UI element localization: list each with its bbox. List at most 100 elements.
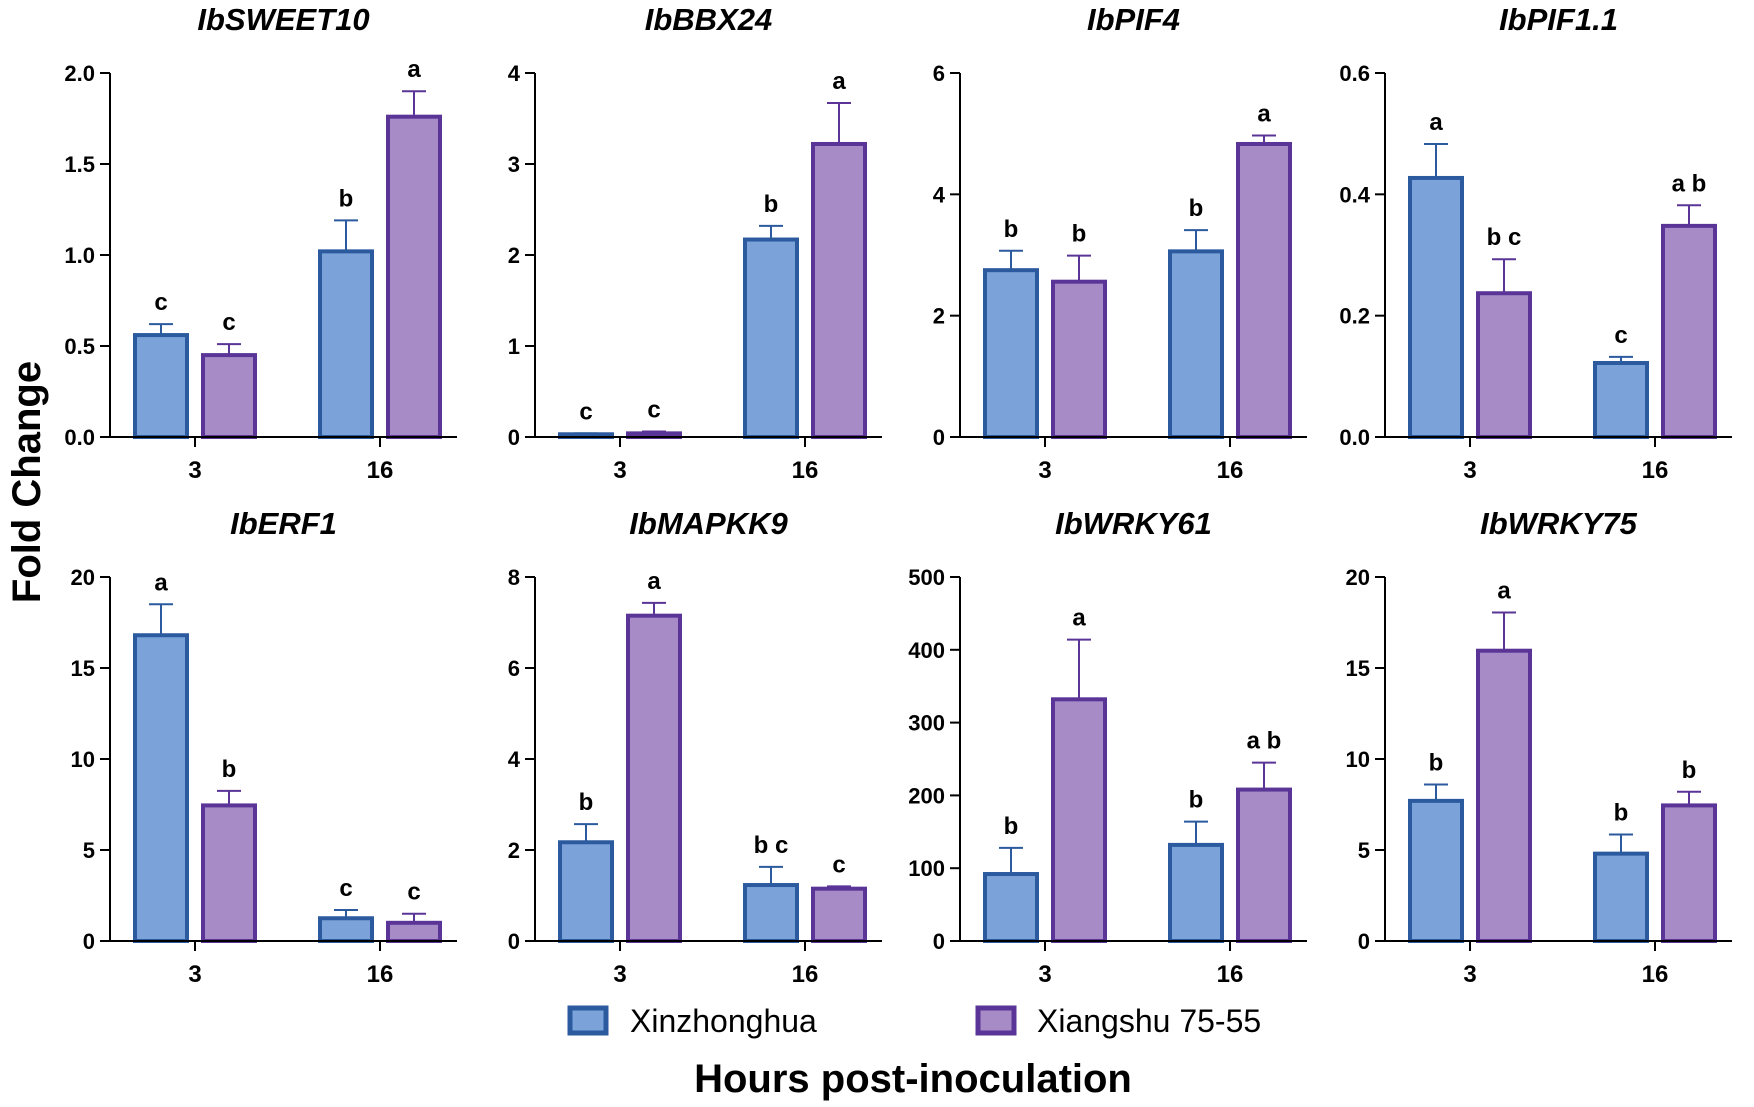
y-tick-label: 1.0	[64, 243, 95, 268]
significance-letter: a	[407, 56, 421, 83]
bar	[983, 268, 1039, 439]
bar	[1168, 249, 1224, 439]
bar	[133, 333, 189, 439]
significance-letter: c	[154, 289, 167, 316]
legend-swatch-xiangshu	[975, 1005, 1017, 1036]
bar	[1051, 697, 1107, 944]
x-tick-label: 16	[1642, 457, 1669, 484]
y-tick-label: 0.0	[64, 425, 95, 450]
bar	[558, 840, 614, 944]
y-tick-label: 3	[508, 152, 520, 177]
y-tick-label: 0	[933, 425, 945, 450]
significance-letter: a b	[1672, 170, 1707, 197]
panel-title: IbERF1	[230, 506, 337, 541]
significance-letter: c	[832, 851, 845, 878]
significance-letter: b	[339, 185, 354, 212]
bar	[386, 920, 442, 943]
y-tick-label: 0	[933, 929, 945, 954]
bar	[1593, 360, 1649, 439]
x-tick-label: 3	[188, 457, 201, 484]
significance-letter: c	[407, 879, 420, 906]
bar	[201, 803, 257, 943]
x-tick-label: 16	[1642, 961, 1669, 988]
bar	[1476, 648, 1532, 944]
bar	[1661, 223, 1717, 439]
y-tick-label: 400	[908, 638, 945, 663]
significance-letter: c	[1614, 322, 1627, 349]
bar	[811, 141, 867, 439]
bar	[983, 872, 1039, 943]
y-tick-label: 0	[508, 425, 520, 450]
x-tick-label: 16	[367, 457, 394, 484]
legend: Xinzhonghua Xiangshu 75-55	[567, 1003, 1261, 1039]
significance-letter: c	[339, 875, 352, 902]
y-tick-label: 10	[71, 747, 95, 772]
significance-letter: b	[1189, 787, 1204, 814]
significance-letter: b	[1004, 813, 1019, 840]
significance-letter: a	[154, 569, 168, 596]
significance-letter: b c	[1487, 224, 1522, 251]
y-tick-label: 300	[908, 711, 945, 736]
bar	[1236, 787, 1292, 943]
y-tick-label: 5	[83, 838, 95, 863]
significance-letter: b	[1429, 749, 1444, 776]
bar	[1476, 291, 1532, 439]
bar	[1236, 141, 1292, 439]
panel-ibsweet10: IbSWEET10 c b c a 0.0 0.5 1.0 1.5 2.0 3 16	[64, 2, 457, 484]
panel-title: IbWRKY61	[1055, 506, 1212, 541]
y-tick-label: 10	[1346, 747, 1370, 772]
bar	[318, 916, 374, 943]
significance-letter: b	[764, 191, 779, 218]
significance-letter: b	[1072, 221, 1087, 248]
panel-title: IbPIF4	[1087, 2, 1180, 37]
y-tick-label: 1	[508, 334, 520, 359]
significance-letter: a	[1257, 100, 1271, 127]
bar	[318, 249, 374, 439]
y-tick-label: 20	[71, 565, 95, 590]
y-tick-label: 4	[508, 61, 521, 86]
x-axis-title: Hours post-inoculation	[694, 1057, 1132, 1101]
y-tick-label: 2.0	[64, 61, 95, 86]
bar	[1593, 851, 1649, 944]
panel-ibwrky61: IbWRKY61 b b a a b 0 100 200 300 400 500 3 16	[908, 506, 1307, 988]
panel-ibwrky75: IbWRKY75 b b a b 0 5 10 15 20 3 16	[1346, 506, 1732, 988]
y-tick-label: 0.4	[1339, 182, 1370, 207]
y-tick-label: 4	[508, 747, 521, 772]
significance-letter: b	[1614, 800, 1629, 827]
y-tick-label: 0	[1358, 929, 1370, 954]
x-tick-label: 3	[1463, 961, 1476, 988]
bar	[1408, 798, 1464, 943]
significance-letter: b	[222, 756, 237, 783]
x-tick-label: 3	[613, 961, 626, 988]
panel-title: IbSWEET10	[197, 2, 369, 37]
panel-ibpif1-1: IbPIF1.1 a c b c a b 0.0 0.2 0.4 0.6 3 16	[1339, 2, 1732, 484]
y-tick-label: 2	[933, 304, 945, 329]
y-tick-label: 6	[933, 61, 945, 86]
panel-ibbbx24: IbBBX24 c b c a 0 1 2 3 4 3 16	[508, 2, 882, 484]
legend-label-xinzhonghua: Xinzhonghua	[630, 1003, 817, 1039]
bar	[626, 613, 682, 943]
bar	[133, 633, 189, 943]
panel-title: IbBBX24	[645, 2, 772, 37]
significance-letter: b c	[754, 832, 789, 859]
y-axis-title: Fold Change	[5, 361, 49, 603]
x-tick-label: 3	[188, 961, 201, 988]
y-tick-label: 500	[908, 565, 945, 590]
significance-letter: b	[1682, 757, 1697, 784]
bar	[1661, 803, 1717, 943]
y-tick-label: 20	[1346, 565, 1370, 590]
x-tick-label: 16	[792, 961, 819, 988]
significance-letter: b	[579, 789, 594, 816]
bar	[743, 883, 799, 943]
significance-letter: c	[579, 398, 592, 425]
bar	[386, 114, 442, 440]
x-tick-label: 3	[1038, 961, 1051, 988]
y-tick-label: 0	[83, 929, 95, 954]
significance-letter: a	[1429, 109, 1443, 136]
bar	[1408, 175, 1464, 439]
bar	[811, 886, 867, 943]
bar	[1168, 842, 1224, 943]
panel-title: IbPIF1.1	[1499, 2, 1618, 37]
